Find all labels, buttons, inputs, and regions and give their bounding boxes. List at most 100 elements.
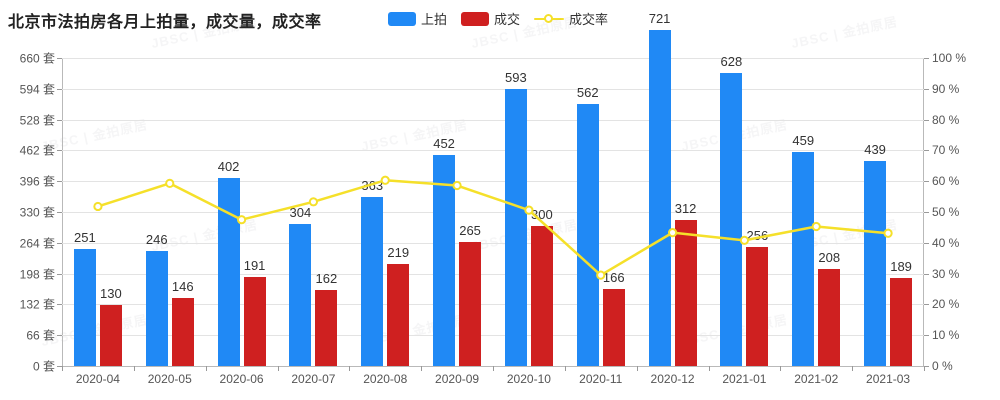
y-axis-left-tick-label: 330 套 bbox=[19, 205, 55, 220]
y-tick-right bbox=[924, 88, 929, 90]
y-tick-left bbox=[57, 212, 62, 213]
bar-value-label-sold: 146 bbox=[171, 278, 194, 294]
gridline bbox=[62, 273, 924, 275]
x-tick-mark bbox=[421, 366, 423, 371]
y-axis-right-tick-label: 50 % bbox=[932, 205, 960, 219]
gridline bbox=[62, 181, 924, 183]
bar-value-label-listed: 593 bbox=[505, 70, 527, 86]
y-tick-right bbox=[924, 150, 929, 152]
bar-sold-2021-03[interactable] bbox=[890, 277, 913, 366]
bar-sold-2020-05[interactable] bbox=[171, 297, 194, 366]
bar-value-label-listed: 452 bbox=[433, 136, 455, 152]
y-tick-right bbox=[924, 242, 929, 244]
gridline bbox=[62, 150, 924, 152]
bar-value-label-sold: 191 bbox=[243, 257, 266, 273]
legend-item-成交[interactable]: 成交 bbox=[461, 9, 520, 28]
x-axis-label-2020-06: 2020-06 bbox=[219, 372, 264, 386]
bar-sold-2020-09[interactable] bbox=[459, 242, 482, 366]
y-tick-left bbox=[57, 58, 62, 59]
x-axis-label-2021-03: 2021-03 bbox=[866, 372, 911, 386]
bar-sold-2020-12[interactable] bbox=[674, 220, 697, 366]
y-tick-left bbox=[57, 119, 62, 121]
bar-listed-2020-11[interactable] bbox=[576, 103, 599, 366]
rate-point-2021-03[interactable] bbox=[883, 228, 893, 238]
y-tick-right bbox=[924, 273, 929, 275]
y-axis-left-tick-label: 198 套 bbox=[19, 267, 55, 282]
legend-item-成交率[interactable]: 成交率 bbox=[534, 9, 608, 28]
bar-value-label-sold: 189 bbox=[890, 258, 912, 274]
bar-value-label-sold: 130 bbox=[100, 286, 122, 302]
bar-listed-2020-12[interactable] bbox=[648, 29, 671, 366]
x-tick-mark bbox=[780, 366, 782, 371]
bar-value-label-listed: 251 bbox=[74, 229, 96, 245]
rate-point-2020-09[interactable] bbox=[452, 180, 462, 191]
y-axis-left-tick-label: 132 套 bbox=[19, 297, 55, 312]
bar-sold-2020-06[interactable] bbox=[243, 276, 266, 366]
rate-point-2021-01[interactable] bbox=[739, 235, 750, 245]
bar-sold-2020-04[interactable] bbox=[99, 305, 122, 366]
bar-listed-2020-06[interactable] bbox=[217, 178, 240, 366]
bar-listed-2021-02[interactable] bbox=[792, 151, 815, 366]
y-tick-right bbox=[924, 119, 929, 121]
x-axis-label-2020-04: 2020-04 bbox=[75, 372, 120, 386]
bar-listed-2020-08[interactable] bbox=[361, 196, 384, 366]
y-axis-left-tick-label: 528 套 bbox=[19, 113, 55, 128]
y-tick-left bbox=[57, 88, 62, 90]
y-tick-right bbox=[924, 212, 929, 213]
rate-point-2020-06[interactable] bbox=[236, 215, 247, 225]
y-axis-left-tick-label: 264 套 bbox=[19, 236, 55, 251]
legend-label: 成交 bbox=[494, 12, 521, 27]
rate-line-path bbox=[97, 179, 889, 277]
bar-value-label-listed: 628 bbox=[720, 53, 743, 69]
rate-point-2020-05[interactable] bbox=[165, 178, 175, 188]
rate-point-2021-02[interactable] bbox=[811, 221, 821, 232]
bar-sold-2020-07[interactable] bbox=[315, 290, 338, 366]
bar-sold-2021-01[interactable] bbox=[746, 246, 769, 366]
bar-value-label-sold: 166 bbox=[602, 269, 625, 285]
y-tick-right bbox=[924, 58, 929, 59]
legend-item-上拍[interactable]: 上拍 bbox=[388, 9, 447, 28]
y-tick-left bbox=[57, 335, 62, 337]
rate-point-2020-11[interactable] bbox=[596, 270, 606, 280]
plot-area: 251 130 246 146 402 191 304 162 363 219 452 265 593 3… bbox=[57, 11, 929, 367]
x-axis-label-2020-12: 2020-12 bbox=[650, 372, 695, 386]
gridline bbox=[62, 242, 924, 244]
legend-label: 成交率 bbox=[569, 12, 609, 27]
bar-sold-2020-08[interactable] bbox=[387, 263, 410, 366]
bar-listed-2020-10[interactable] bbox=[504, 89, 527, 366]
bar-listed-2021-01[interactable] bbox=[720, 72, 743, 366]
bar-value-label-listed: 439 bbox=[864, 142, 886, 158]
x-tick-mark bbox=[205, 366, 207, 371]
watermark-text: JBSC | 金拍原居 bbox=[789, 13, 900, 52]
legend-swatch-icon bbox=[461, 11, 490, 26]
y-axis-left-tick-label: 66 套 bbox=[26, 328, 55, 343]
y-axis-right-tick-label: 20 % bbox=[932, 297, 960, 312]
bar-listed-2020-09[interactable] bbox=[433, 155, 456, 366]
y-tick-left bbox=[57, 273, 62, 275]
bar-value-label-listed: 246 bbox=[145, 232, 168, 248]
gridline bbox=[62, 335, 924, 337]
rate-point-2020-10[interactable] bbox=[524, 205, 534, 215]
legend-swatch-icon bbox=[388, 11, 416, 26]
bar-listed-2020-07[interactable] bbox=[289, 224, 312, 366]
rate-point-2020-12[interactable] bbox=[667, 228, 678, 238]
bar-sold-2021-02[interactable] bbox=[818, 268, 841, 366]
y-tick-right bbox=[924, 366, 929, 367]
y-axis-right-tick-label: 10 % bbox=[932, 328, 960, 343]
bar-listed-2020-05[interactable] bbox=[145, 251, 168, 366]
bar-listed-2021-03[interactable] bbox=[864, 161, 887, 366]
y-axis-right-tick-label: 30 % bbox=[932, 266, 960, 281]
x-tick-mark bbox=[852, 366, 854, 371]
y-tick-left bbox=[57, 366, 62, 367]
bar-sold-2020-11[interactable] bbox=[602, 288, 625, 366]
bar-listed-2020-04[interactable] bbox=[73, 248, 96, 366]
rate-point-2020-08[interactable] bbox=[380, 175, 390, 185]
rate-point-2020-04[interactable] bbox=[93, 201, 103, 212]
bar-sold-2020-10[interactable] bbox=[530, 226, 553, 366]
gridline bbox=[62, 212, 924, 213]
rate-point-2020-07[interactable] bbox=[308, 197, 319, 207]
y-axis-left-tick-label: 594 套 bbox=[19, 82, 55, 97]
x-axis-label-2021-01: 2021-01 bbox=[722, 372, 767, 386]
y-axis-right-labels: 100 % 90 % 80 % 70 % 60 % 50 % 40 % 30 % 20 % 10 … bbox=[932, 0, 998, 400]
